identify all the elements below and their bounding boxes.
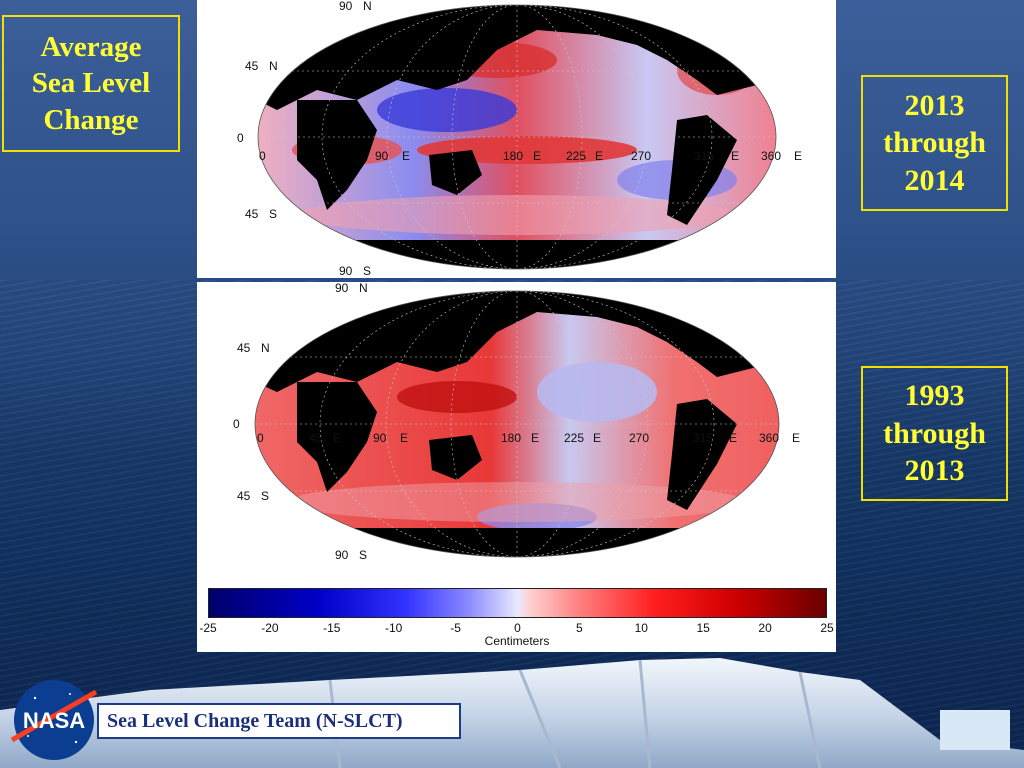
colorbar-legend: -25 -20 -15 -10 -5 0 5 10 15 20 25 Centimeters: [197, 582, 836, 652]
colorbar-tick-label: 15: [696, 621, 710, 635]
lon-label: 180: [503, 149, 523, 163]
lon-label: 90: [375, 149, 389, 163]
lon-letter: E: [595, 149, 603, 163]
colorbar-tick-label: 0: [514, 621, 521, 635]
lon-label: 225: [566, 149, 586, 163]
colorbar-tick-label: -20: [261, 621, 279, 635]
map-top-ocean: [258, 5, 776, 269]
team-label: Sea Level Change Team (N-SLCT): [97, 703, 461, 739]
map-bottom-lat-labels: 90 N 45 N 0 45 S 90 S: [233, 282, 368, 562]
colorbar-tick-label: 25: [820, 621, 834, 635]
lat-label: 90: [339, 0, 353, 13]
map-panel-bottom: 90 N 45 N 0 45 S 90 S 0 45 E 90 E 180 E …: [197, 282, 836, 652]
lon-label: 0: [259, 149, 266, 163]
title-line-3: Change: [43, 103, 139, 136]
lat-label: 90: [335, 548, 349, 562]
lon-label: 270: [631, 149, 651, 163]
lon-letter: E: [402, 149, 410, 163]
nasa-logo: NASA: [10, 680, 98, 760]
period-top-end: 2014: [904, 163, 965, 197]
period-bottom-start: 1993: [904, 379, 965, 413]
lon-letter: E: [593, 431, 601, 445]
period-top-through: through: [883, 126, 986, 160]
lon-label: 45: [309, 431, 323, 445]
lon-letter: E: [333, 431, 341, 445]
lat-label: 45: [237, 489, 251, 503]
title-line-1: Average: [40, 31, 142, 64]
period-top-start: 2013: [904, 88, 965, 122]
lat-label: 45: [237, 341, 251, 355]
map-top-lon-labels: 0 90 E 180 E 225 E 270 315 E 360 E: [259, 149, 802, 163]
land-africa-bottom: [297, 382, 377, 492]
title-box: Average Sea Level Change: [2, 15, 180, 152]
lon-label: 180: [501, 431, 521, 445]
lon-letter: E: [533, 149, 541, 163]
land-australia-bottom: [429, 435, 482, 480]
colorbar-tick-label: 20: [758, 621, 772, 635]
lon-label: 315: [694, 149, 714, 163]
period-bottom-through: through: [883, 416, 986, 450]
colorbar-tick-label: -15: [323, 621, 341, 635]
lon-letter: E: [729, 431, 737, 445]
map-top-svg: 90 N 45 N 0 45 S 90 S 0 90 E 180 E 225 E…: [237, 0, 802, 278]
land-samerica-bottom: [667, 399, 737, 510]
colorbar-unit-label: Centimeters: [484, 634, 550, 648]
lon-label: 270: [629, 431, 649, 445]
colorbar-tick-label: 5: [576, 621, 583, 635]
colorbar-tick-label: -25: [199, 621, 217, 635]
lat-letter: N: [359, 282, 368, 295]
land-australia-top: [429, 150, 482, 195]
period-bottom-end: 2013: [904, 454, 965, 488]
title-line-2: Sea Level: [31, 67, 151, 100]
lat-label: 45: [245, 207, 259, 221]
lon-label: 225: [564, 431, 584, 445]
map-bottom-lon-labels: 0 45 E 90 E 180 E 225 E 270 315 E 360 E: [257, 431, 800, 445]
land-samerica-top: [667, 115, 737, 225]
period-label-bottom: 1993 through 2013: [861, 366, 1008, 501]
lat-label: 45: [245, 59, 259, 73]
lat-letter: S: [363, 264, 371, 278]
lat-label: 90: [335, 282, 349, 295]
colorbar-tick-label: 10: [634, 621, 648, 635]
lat-letter: N: [269, 59, 278, 73]
lon-label: 360: [761, 149, 781, 163]
lat-letter: S: [359, 548, 367, 562]
lon-letter: E: [792, 431, 800, 445]
land-north-top: [258, 5, 776, 110]
land-north-bottom: [255, 291, 779, 392]
colorbar-tick-label: -10: [385, 621, 403, 635]
lon-letter: E: [794, 149, 802, 163]
lon-label: 315: [693, 431, 713, 445]
lat-label: 0: [237, 131, 244, 145]
lat-label: 90: [339, 264, 353, 278]
lon-label: 360: [759, 431, 779, 445]
lat-letter: S: [269, 207, 277, 221]
lat-label: 0: [233, 417, 240, 431]
lat-letter: N: [363, 0, 372, 13]
lon-label: 90: [373, 431, 387, 445]
lon-letter: E: [400, 431, 408, 445]
lat-letter: S: [261, 489, 269, 503]
colorbar: [208, 588, 827, 618]
nasa-logo-text: NASA: [23, 708, 85, 733]
lon-letter: E: [531, 431, 539, 445]
map-top-lat-labels: 90 N 45 N 0 45 S 90 S: [237, 0, 372, 278]
land-africa-top: [297, 100, 377, 210]
map-bottom-svg: 90 N 45 N 0 45 S 90 S 0 45 E 90 E 180 E …: [233, 282, 800, 562]
lon-letter: E: [731, 149, 739, 163]
lon-label: 0: [257, 431, 264, 445]
map-panel-top: 90 N 45 N 0 45 S 90 S 0 90 E 180 E 225 E…: [197, 0, 836, 278]
colorbar-tick-label: -5: [450, 621, 461, 635]
period-label-top: 2013 through 2014: [861, 75, 1008, 211]
lat-letter: N: [261, 341, 270, 355]
